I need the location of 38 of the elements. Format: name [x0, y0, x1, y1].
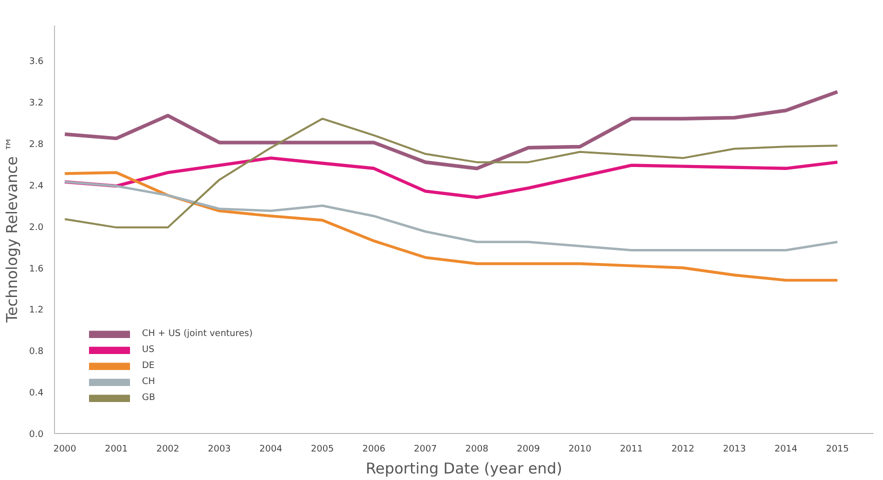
y-tick-label: 0.4: [29, 388, 44, 399]
x-tick-label: 2009: [516, 444, 540, 454]
x-tick-label: 2013: [722, 444, 746, 454]
x-tick-label: 2014: [774, 444, 798, 454]
x-tick-label: 2007: [414, 444, 437, 454]
x-tick-label: 2004: [259, 444, 283, 454]
y-axis-title: Technology Relevance ™: [3, 136, 22, 324]
y-tick-label: 2.0: [29, 222, 44, 233]
legend-label: GB: [142, 393, 156, 403]
line-series: [63, 156, 840, 199]
legend-label: CH: [142, 377, 156, 387]
x-tick-label: 2002: [156, 444, 180, 454]
y-tick-label: 3.6: [29, 57, 44, 68]
legend-label: US: [142, 345, 156, 355]
legend-label: DE: [142, 361, 156, 371]
legend-label: CH + US (joint ventures): [142, 329, 253, 339]
x-tick-label: 2011: [620, 444, 643, 454]
y-tick-label: 3.2: [29, 98, 44, 109]
x-tick-label: 2008: [465, 444, 489, 454]
line-series: [63, 171, 839, 282]
line-series: [64, 180, 839, 252]
line-series: [63, 90, 840, 170]
x-tick-label: 2010: [568, 444, 592, 454]
line-series: [64, 118, 838, 228]
y-tick-label: 2.4: [29, 181, 44, 192]
y-tick-label: 1.2: [29, 306, 44, 316]
x-tick-label: 2003: [208, 444, 231, 454]
y-tick-label: 0.8: [29, 347, 44, 358]
x-tick-label: 2005: [310, 444, 334, 454]
x-tick-label: 2001: [104, 444, 128, 454]
x-tick-label: 2006: [362, 444, 386, 454]
y-tick-label: 1.6: [29, 264, 44, 274]
y-tick-label: 2.8: [29, 140, 44, 150]
x-axis-title: Reporting Date (year end): [366, 460, 562, 478]
y-tick-label: 0.0: [29, 430, 44, 440]
x-tick-label: 2012: [671, 444, 694, 454]
x-tick-label: 2000: [53, 444, 77, 454]
x-tick-label: 2015: [826, 444, 849, 454]
